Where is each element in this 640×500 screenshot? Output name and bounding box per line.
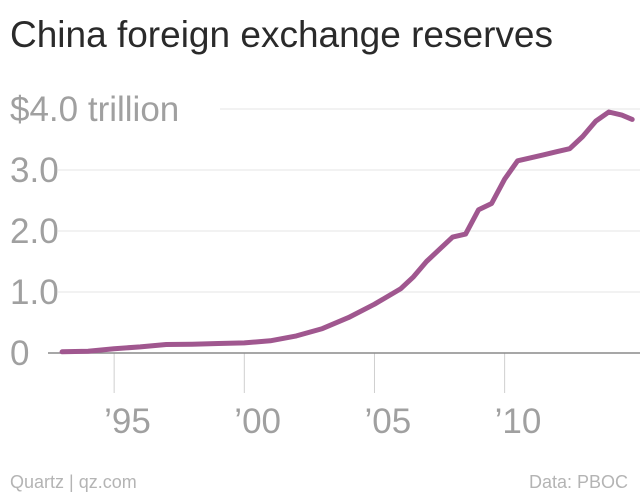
- footer-source: Data: PBOC: [528, 472, 628, 492]
- x-tick-label-2: ’05: [364, 402, 411, 441]
- x-tick-label-3: ’10: [495, 402, 542, 441]
- x-tick-label-1: ’00: [234, 402, 281, 441]
- y-tick-label-0: 0: [10, 334, 29, 373]
- gridlines: [58, 108, 640, 293]
- y-tick-label-3: 3.0: [10, 151, 59, 190]
- x-tick-label-0: ’95: [104, 402, 151, 441]
- footer-credit: Quartz | qz.com: [10, 472, 137, 492]
- x-axis-ticks: ’95 ’00 ’05 ’10: [104, 353, 541, 441]
- y-tick-label-4: $4.0 trillion: [10, 90, 179, 129]
- chart-title: China foreign exchange reserves: [10, 14, 553, 55]
- y-tick-label-1: 1.0: [10, 273, 59, 312]
- y-axis-ticks: 0 1.0 2.0 3.0 $4.0 trillion: [10, 90, 179, 373]
- y-tick-label-2: 2.0: [10, 212, 59, 251]
- series-line-reserves: [59, 109, 635, 355]
